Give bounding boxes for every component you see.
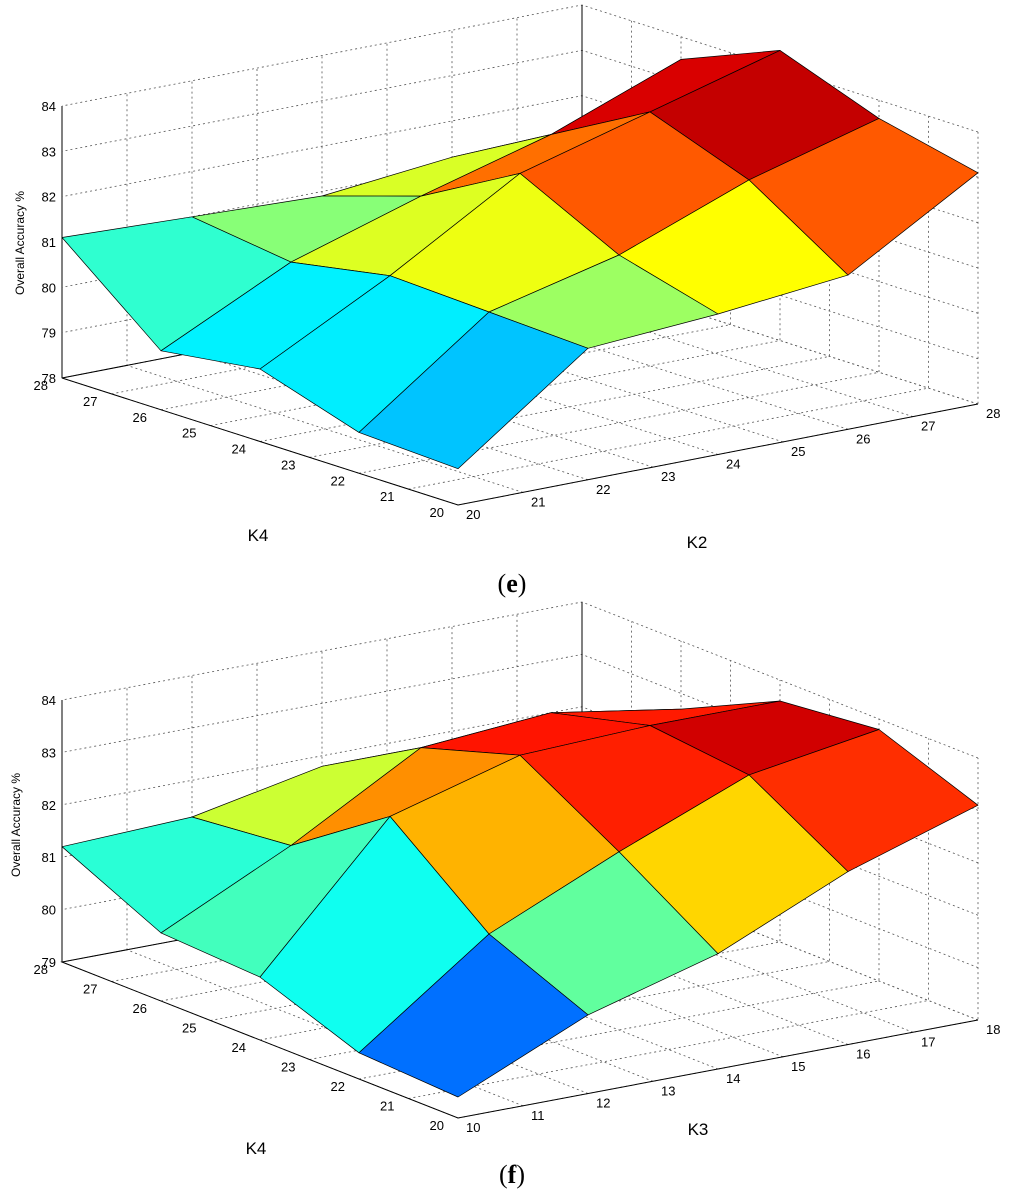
x-tick-label: 24	[232, 1040, 246, 1055]
z-tick-label: 83	[42, 144, 56, 159]
surface-face	[358, 933, 589, 1098]
y-tick-label: 27	[921, 419, 935, 434]
x-tick-label: 23	[281, 457, 295, 472]
y-tick-label: 15	[791, 1059, 805, 1074]
y-tick-label: 28	[986, 406, 1000, 421]
gridline-x	[408, 738, 929, 1099]
x-tick-label: 20	[430, 1118, 444, 1133]
y-tick-label: 11	[531, 1108, 545, 1123]
x-tick-label: 24	[232, 442, 246, 457]
y-tick-label: 18	[986, 1022, 1000, 1037]
surface-plot-f: 20 21 22 23 24 25 26 27 28 10 11 12 13 14 15 16 17 18 79 80…	[9, 601, 1000, 1189]
y-tick-label: 25	[791, 444, 805, 459]
z-tick-label: 82	[42, 798, 56, 813]
x-tick-label: 23	[281, 1060, 295, 1075]
z-tick-label: 81	[42, 850, 56, 865]
y-tick-label: 20	[466, 507, 480, 522]
z-axis-label: Overall Accuracy %	[9, 773, 23, 877]
y-tick-label: 10	[466, 1120, 480, 1135]
x-axis-label: K4	[246, 1139, 267, 1158]
y-tick-label: 22	[596, 482, 610, 497]
z-tick-label: 79	[42, 326, 56, 341]
x-tick-label: 22	[331, 473, 345, 488]
z-tick-label: 80	[42, 280, 56, 295]
surface	[61, 50, 979, 470]
x-tick-label: 25	[182, 426, 196, 441]
x-tick-label: 28	[34, 962, 48, 977]
x-tick-label: 21	[380, 1099, 394, 1114]
y-tick-label: 14	[726, 1071, 740, 1086]
y-tick-label: 17	[921, 1034, 935, 1049]
z-tick-label: 78	[42, 371, 56, 386]
x-tick-label: 28	[34, 378, 48, 393]
z-axis-label: Overall Accuracy %	[13, 191, 27, 295]
x-tick-label: 26	[133, 1001, 147, 1016]
x-tick-label: 22	[331, 1079, 345, 1094]
y-axis-label: K2	[687, 533, 708, 552]
z-tick-label: 84	[42, 693, 56, 708]
z-tick-label: 83	[42, 745, 56, 760]
x-tick-label: 25	[182, 1021, 196, 1036]
x-tick-label: 27	[83, 982, 97, 997]
surface-face	[358, 311, 589, 470]
surface	[61, 700, 979, 1098]
x-axis-label: K4	[248, 526, 269, 545]
panel-caption: (f)	[499, 1160, 525, 1189]
z-tick-label: 80	[42, 903, 56, 918]
y-tick-label: 13	[661, 1083, 675, 1098]
panel-caption: (e)	[498, 569, 527, 598]
z-tick-label: 81	[42, 235, 56, 250]
surface-plot-e: 2021222324252627282021222324252627287879…	[13, 4, 1000, 598]
y-tick-label: 12	[596, 1096, 610, 1111]
x-tick-label: 20	[430, 505, 444, 520]
z-tick-label: 84	[42, 99, 56, 114]
x-tick-label: 26	[133, 410, 147, 425]
y-tick-label: 23	[661, 469, 675, 484]
y-tick-label: 24	[726, 457, 740, 472]
z-tick-label: 79	[42, 955, 56, 970]
y-tick-label: 21	[531, 494, 545, 509]
z-tick-label: 82	[42, 190, 56, 205]
y-axis-label: K3	[688, 1120, 709, 1139]
x-tick-label: 27	[83, 394, 97, 409]
x-tick-label: 21	[380, 489, 394, 504]
y-tick-label: 16	[856, 1047, 870, 1062]
y-tick-label: 26	[856, 431, 870, 446]
